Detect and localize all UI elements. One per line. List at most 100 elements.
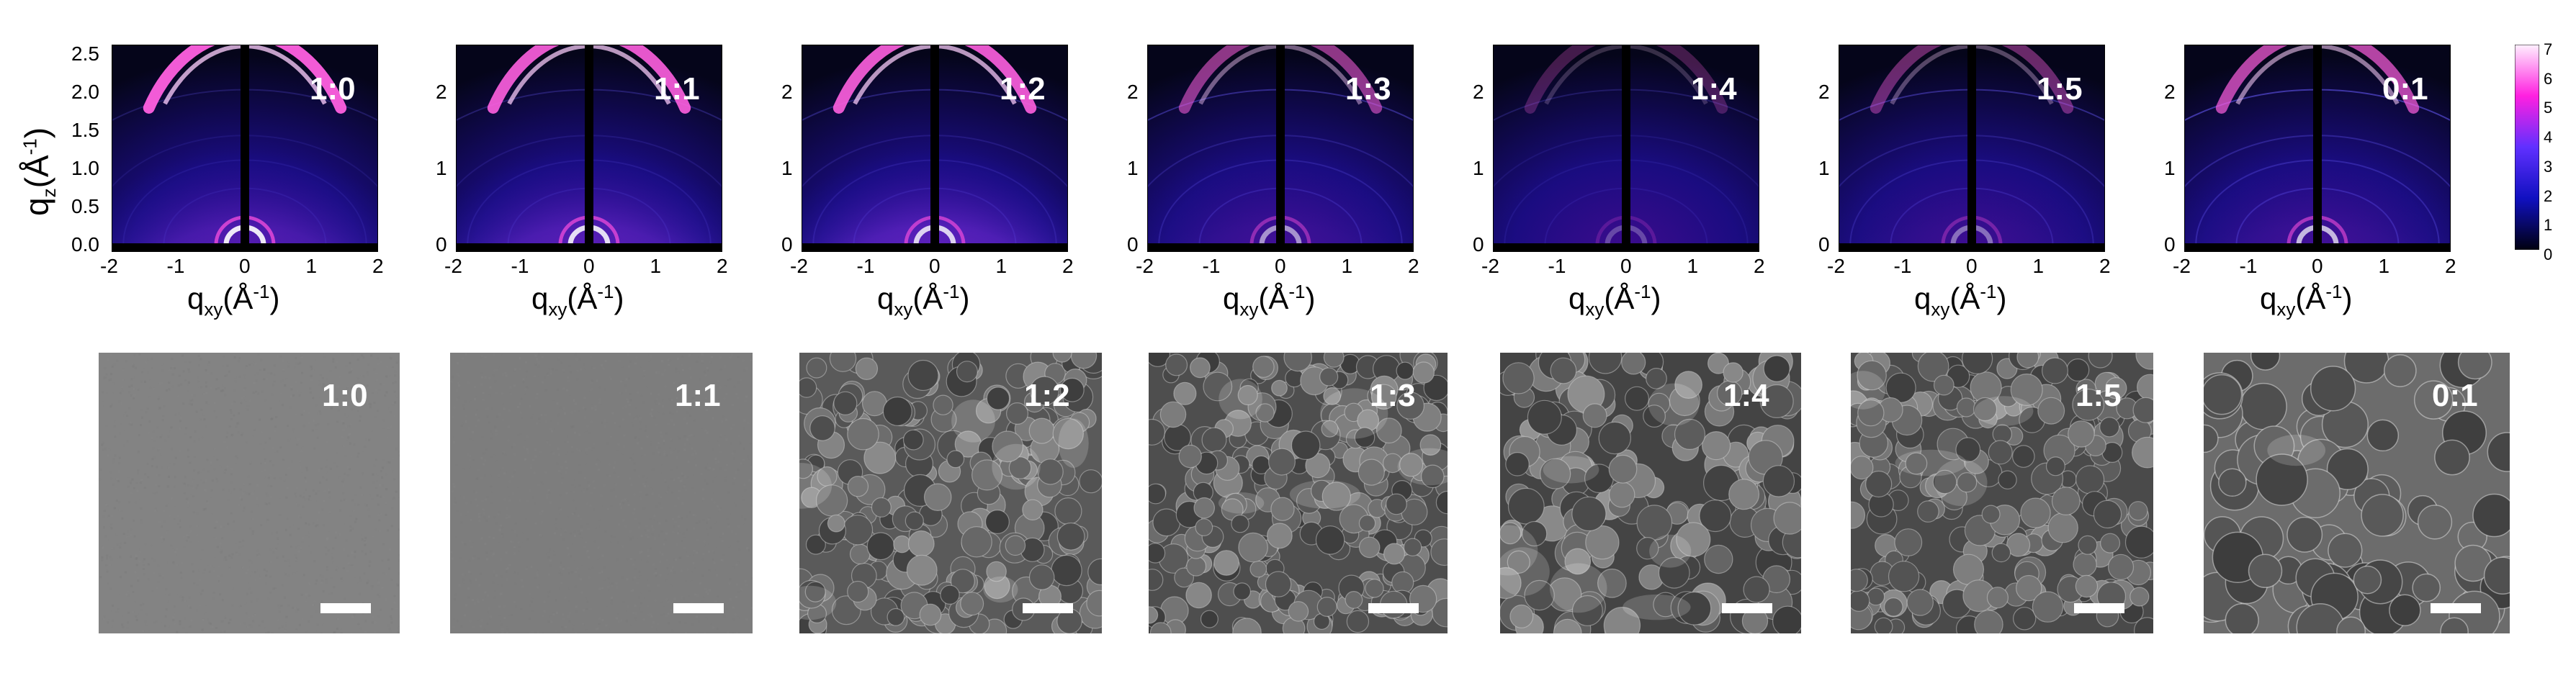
x-tick-label: 1 (1341, 255, 1353, 277)
y-tick-label: 0 (1127, 233, 1139, 256)
gixd-frame (2184, 45, 2451, 252)
gixd-frame (802, 45, 1068, 252)
colorbar-tick: 7 (2544, 40, 2553, 58)
sem-image (1851, 353, 2153, 633)
scale-bar (320, 603, 371, 613)
gixd-panel (1839, 45, 2105, 252)
colorbar-tick: 3 (2544, 157, 2553, 176)
gixd-ratio-label: 1:1 (654, 71, 700, 107)
x-tick-label: -1 (1202, 255, 1221, 277)
sem-image (450, 353, 753, 633)
x-axis-label: qxy(Å-1) (1223, 281, 1316, 320)
y-tick-label: 1.0 (71, 156, 99, 179)
colorbar-tick: 5 (2544, 99, 2553, 117)
gixd-frame (1839, 45, 2105, 252)
y-tick-label: 2.5 (71, 42, 99, 65)
gixd-pattern (802, 45, 1068, 252)
x-tick-label: 2 (372, 255, 384, 277)
y-tick-label: 1 (1473, 156, 1484, 179)
y-tick-label: 1 (2164, 156, 2176, 179)
y-tick-label: 1 (1127, 156, 1139, 179)
y-tick-label: 0 (1473, 233, 1484, 256)
scale-bar (2431, 603, 2481, 613)
gixd-panel (1147, 45, 1414, 252)
x-tick-label: 1 (305, 255, 318, 277)
x-tick-label: -2 (1136, 255, 1154, 277)
gixd-pattern (2184, 45, 2451, 252)
y-tick-label: 2 (1127, 80, 1139, 103)
sem-image (99, 353, 400, 633)
gixd-pattern (1147, 45, 1414, 252)
gixd-panel (802, 45, 1068, 252)
gixd-frame (456, 45, 722, 252)
x-tick-label: 0 (1620, 255, 1632, 277)
x-tick-label: 1 (995, 255, 1007, 277)
colorbar-tick: 1 (2544, 216, 2553, 235)
x-tick-label: -1 (511, 255, 529, 277)
x-tick-label: -2 (1827, 255, 1845, 277)
y-tick-label: 2 (2164, 80, 2176, 103)
x-tick-label: -2 (444, 255, 462, 277)
sem-ratio-label: 0:1 (2432, 378, 2478, 413)
x-tick-label: -1 (856, 255, 875, 277)
sem-ratio-label: 1:0 (322, 378, 368, 413)
gixd-pattern (1493, 45, 1759, 252)
x-tick-label: -1 (166, 255, 185, 277)
gixd-frame (112, 45, 378, 252)
y-tick-label: 0 (2164, 233, 2176, 256)
gixd-ratio-label: 1:5 (2037, 71, 2083, 107)
x-axis-label: qxy(Å-1) (1569, 281, 1661, 320)
x-tick-label: 2 (2099, 255, 2111, 277)
x-tick-label: 1 (1687, 255, 1699, 277)
y-tick-label: 0 (781, 233, 793, 256)
gixd-frame (1147, 45, 1414, 252)
x-tick-label: 2 (1754, 255, 1765, 277)
colorbar-tick: 4 (2544, 128, 2553, 147)
sem-ratio-label: 1:4 (1723, 378, 1769, 413)
gixd-panel (2184, 45, 2451, 252)
y-tick-label: 2.0 (71, 80, 99, 103)
x-tick-label: -2 (2173, 255, 2191, 277)
colorbar-tick: 0 (2544, 245, 2553, 263)
x-axis-label: qxy(Å-1) (187, 281, 280, 320)
colorbar-tick: 6 (2544, 69, 2553, 88)
colorbar-tick: 2 (2544, 186, 2553, 205)
y-tick-label: 1 (781, 156, 793, 179)
x-tick-label: 2 (717, 255, 728, 277)
gixd-ratio-label: 1:3 (1345, 71, 1391, 107)
x-tick-label: -1 (1548, 255, 1566, 277)
sem-image (1500, 353, 1801, 633)
x-tick-label: 0 (1275, 255, 1286, 277)
sem-ratio-label: 1:2 (1024, 378, 1070, 413)
x-axis-label: qxy(Å-1) (877, 281, 970, 320)
gixd-ratio-label: 0:1 (2382, 71, 2428, 107)
x-tick-label: 1 (2378, 255, 2390, 277)
gixd-panel (112, 45, 378, 252)
x-tick-label: -1 (2239, 255, 2258, 277)
x-tick-label: -2 (100, 255, 118, 277)
scale-bar (673, 603, 724, 613)
scale-bar (1722, 603, 1772, 613)
y-tick-label: 1.5 (71, 118, 99, 141)
x-axis-label: qxy(Å-1) (1914, 281, 2007, 320)
x-axis-label: qxy(Å-1) (2260, 281, 2353, 320)
gixd-ratio-label: 1:2 (1000, 71, 1046, 107)
sem-ratio-label: 1:1 (675, 378, 721, 413)
gixd-panel (456, 45, 722, 252)
x-tick-label: -2 (1481, 255, 1499, 277)
gixd-pattern (1839, 45, 2105, 252)
scale-bar (1023, 603, 1073, 613)
x-tick-label: 0 (929, 255, 941, 277)
x-tick-label: 1 (650, 255, 662, 277)
x-tick-label: 2 (1062, 255, 1074, 277)
x-tick-label: 0 (583, 255, 595, 277)
gixd-pattern (112, 45, 378, 252)
colorbar-gradient (2515, 45, 2539, 250)
y-tick-label: 1 (436, 156, 447, 179)
y-tick-label: 0 (436, 233, 447, 256)
x-tick-label: 2 (2445, 255, 2456, 277)
x-tick-label: 0 (1966, 255, 1978, 277)
gixd-panel (1493, 45, 1759, 252)
x-tick-label: 1 (2032, 255, 2045, 277)
x-tick-label: 2 (1408, 255, 1419, 277)
